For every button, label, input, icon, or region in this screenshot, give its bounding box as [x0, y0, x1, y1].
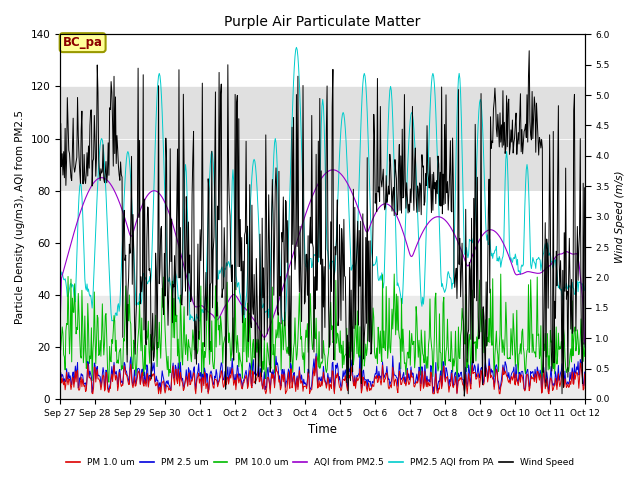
X-axis label: Time: Time	[308, 423, 337, 436]
Y-axis label: Wind Speed (m/s): Wind Speed (m/s)	[615, 170, 625, 263]
Legend: PM 1.0 um, PM 2.5 um, PM 10.0 um, AQI from PM2.5, PM2.5 AQI from PA, Wind Speed: PM 1.0 um, PM 2.5 um, PM 10.0 um, AQI fr…	[63, 455, 577, 471]
Bar	[60, 86, 585, 191]
Bar	[60, 295, 585, 399]
Text: BC_pa: BC_pa	[63, 36, 102, 49]
Y-axis label: Particle Density (ug/m3), AQI from PM2.5: Particle Density (ug/m3), AQI from PM2.5	[15, 109, 25, 324]
Title: Purple Air Particulate Matter: Purple Air Particulate Matter	[224, 15, 420, 29]
